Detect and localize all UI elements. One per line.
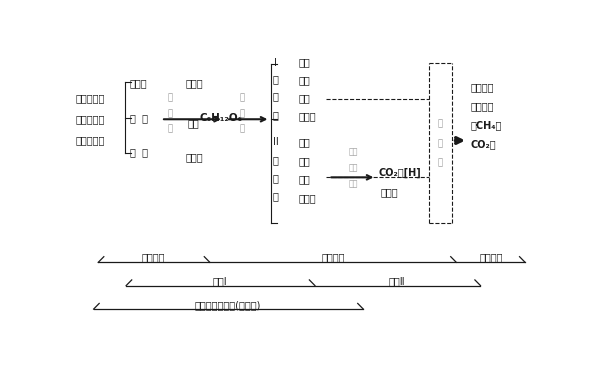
Text: I: I <box>274 57 277 68</box>
Text: 途径转化: 途径转化 <box>470 101 494 111</box>
Text: 分子有机物: 分子有机物 <box>76 135 106 145</box>
Text: 乙酸等: 乙酸等 <box>298 112 316 121</box>
Text: 甲胺: 甲胺 <box>298 93 310 103</box>
Text: 和乙酸: 和乙酸 <box>381 187 398 197</box>
Text: 乙醇等: 乙醇等 <box>298 193 316 203</box>
Text: 酸化阶段: 酸化阶段 <box>322 252 345 262</box>
Text: 为CH₄、: 为CH₄、 <box>470 120 502 130</box>
Text: 氨基酸: 氨基酸 <box>185 78 203 88</box>
Text: 酸菌: 酸菌 <box>349 179 358 188</box>
Text: 丁酸: 丁酸 <box>298 156 310 166</box>
Text: 产乙: 产乙 <box>349 163 358 172</box>
Text: C₆H₁₂O₆: C₆H₁₂O₆ <box>200 113 243 123</box>
Text: 类: 类 <box>273 155 279 165</box>
Text: 菌: 菌 <box>438 159 443 168</box>
Text: 菌: 菌 <box>168 125 173 134</box>
Text: 酸化Ⅰ: 酸化Ⅰ <box>213 277 227 287</box>
Text: CO₂、[H]: CO₂、[H] <box>378 168 421 178</box>
Text: 甲酸: 甲酸 <box>298 57 310 68</box>
Text: 产: 产 <box>273 173 279 183</box>
Text: II: II <box>273 137 279 147</box>
Text: 酸化Ⅱ: 酸化Ⅱ <box>389 277 406 287</box>
Text: 乳酸: 乳酸 <box>298 174 310 185</box>
Text: 多  糖: 多 糖 <box>130 113 148 123</box>
Text: 蛋白质: 蛋白质 <box>130 78 148 88</box>
Text: 酵: 酵 <box>240 109 245 118</box>
Text: 发: 发 <box>240 93 245 103</box>
Text: 发: 发 <box>168 93 173 103</box>
Text: 不完全厌氧消化(酸发酵): 不完全厌氧消化(酸发酵) <box>194 300 261 310</box>
Text: 产: 产 <box>273 92 279 102</box>
Text: 甲醇: 甲醇 <box>298 75 310 85</box>
Text: 中不溶态大: 中不溶态大 <box>76 114 106 124</box>
Text: 甲: 甲 <box>438 119 443 128</box>
Text: 烷: 烷 <box>438 139 443 148</box>
Text: 通过不同: 通过不同 <box>470 82 494 92</box>
Text: 菌: 菌 <box>240 125 245 134</box>
Text: CO₂等: CO₂等 <box>470 139 496 149</box>
Text: 脂  类: 脂 类 <box>130 148 148 158</box>
Text: 丙酸: 丙酸 <box>298 137 310 147</box>
Text: 物: 物 <box>273 191 279 201</box>
Text: 废水或污泥: 废水或污泥 <box>76 93 106 103</box>
Text: 气化阶段: 气化阶段 <box>479 252 503 262</box>
Text: 酵: 酵 <box>168 109 173 118</box>
Text: 物: 物 <box>273 110 279 120</box>
Text: 水解阶段: 水解阶段 <box>142 252 165 262</box>
Text: 类: 类 <box>273 75 279 85</box>
Text: 甘油: 甘油 <box>188 118 200 128</box>
Text: 产氢: 产氢 <box>349 147 358 156</box>
Text: 脂肪酸: 脂肪酸 <box>185 152 203 163</box>
